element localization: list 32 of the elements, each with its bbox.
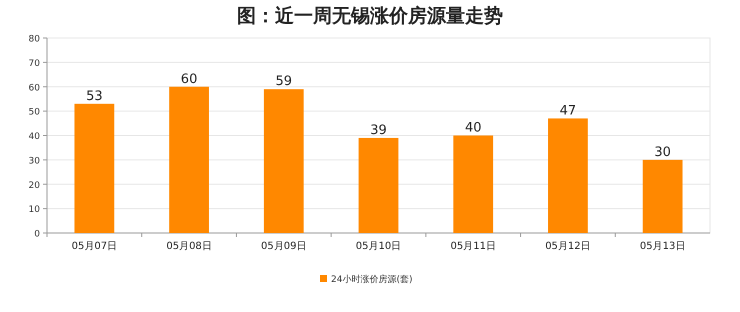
data-label: 30 xyxy=(654,144,671,160)
data-label: 60 xyxy=(180,72,198,87)
data-label: 40 xyxy=(464,120,482,136)
x-tick-label: 05月11日 xyxy=(450,241,496,252)
y-tick-label: 60 xyxy=(28,83,40,94)
x-tick-label: 05月12日 xyxy=(545,241,591,252)
data-label: 39 xyxy=(370,122,387,138)
bar xyxy=(74,104,114,233)
bar xyxy=(453,136,494,233)
bar xyxy=(358,138,398,233)
y-tick-label: 50 xyxy=(28,108,40,118)
y-tick-label: 40 xyxy=(28,132,40,142)
bar xyxy=(264,89,304,233)
x-tick-label: 05月09日 xyxy=(261,241,307,252)
y-tick-label: 10 xyxy=(28,205,40,216)
data-label: 53 xyxy=(86,88,103,104)
bar xyxy=(169,86,209,233)
data-label: 47 xyxy=(560,103,576,118)
x-tick-label: 05月13日 xyxy=(640,241,686,252)
y-tick-label: 20 xyxy=(28,180,40,191)
x-tick-label: 05月08日 xyxy=(166,241,212,252)
y-tick-label: 0 xyxy=(34,230,40,240)
bar xyxy=(548,118,588,233)
y-tick-label: 30 xyxy=(28,156,40,166)
y-tick-label: 70 xyxy=(28,58,40,69)
x-tick-label: 05月10日 xyxy=(356,241,402,252)
chart-title: 图：近一周无锡涨价房源量走势 xyxy=(237,5,503,27)
x-tick-label: 05月07日 xyxy=(72,241,118,252)
legend-label: 24小时涨价房源(套) xyxy=(331,274,412,285)
y-tick-label: 80 xyxy=(28,34,40,44)
data-label: 59 xyxy=(276,74,292,90)
bar xyxy=(642,160,683,233)
